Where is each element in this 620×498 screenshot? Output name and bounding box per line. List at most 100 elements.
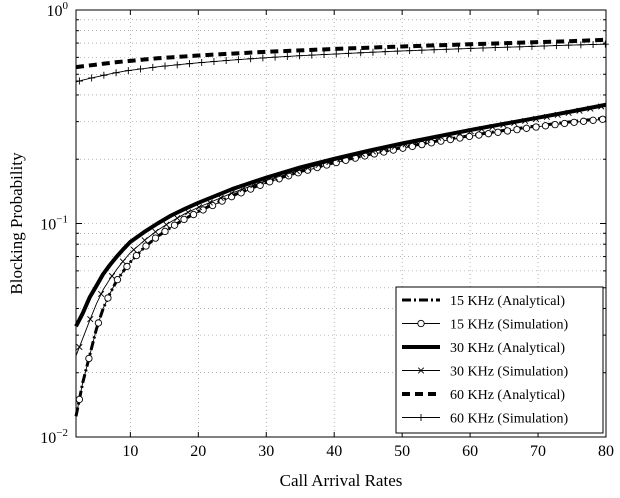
x-marker [228,190,235,197]
x-tick-label: 80 [598,443,614,460]
plus-marker [185,60,193,68]
y-axis-title: Blocking Probability [7,152,26,295]
plus-marker [271,53,279,61]
x-marker [511,119,518,127]
x-tick-label: 10 [122,443,138,460]
x-tick-label: 70 [530,443,546,460]
legend-label: 60 KHz (Analytical) [450,388,565,403]
plus-marker [442,45,450,53]
circle-marker [189,210,198,219]
circle-marker [170,221,179,229]
x-marker [467,128,474,135]
circle-marker [161,227,169,236]
x-marker [402,141,409,148]
plus-marker [234,56,242,64]
series-group [74,37,609,417]
x-marker [424,136,431,144]
circle-marker [579,117,588,125]
x-marker [500,121,507,129]
legend-label: 30 KHz (Simulation) [450,365,569,380]
plus-marker [467,44,475,52]
x-marker [76,343,83,351]
x-marker [358,150,366,158]
x-marker [282,171,290,178]
x-marker [315,161,322,169]
legend-label: 30 KHz (Analytical) [450,341,565,356]
legend-label: 15 KHz (Analytical) [450,294,565,309]
circle-marker [494,128,502,136]
plus-marker [198,58,206,66]
x-marker [250,182,257,189]
circle-marker [132,251,141,260]
x-marker [478,126,485,133]
x-marker [98,290,105,298]
circle-marker [94,319,103,327]
plus-marker [247,55,255,63]
plus-marker [357,49,365,57]
legend-label: 15 KHz (Simulation) [450,318,569,333]
circle-marker [75,395,84,404]
circle-marker [503,127,512,135]
plus-marker [161,62,169,70]
circle-marker [199,206,207,214]
legend-item: 60 KHz (Simulation) [402,412,569,427]
circle-marker [484,130,493,138]
plus-marker [455,45,463,53]
circle-marker [560,119,569,128]
x-marker [532,115,540,123]
x-marker [337,156,344,163]
axis-ticks: 10 20 30 40 50 60 70 80 10−2 10−1 100 [40,0,614,460]
plus-marker [393,47,401,55]
circle-marker [522,124,531,132]
plus-marker [283,52,291,60]
x-marker [435,134,442,141]
legend: 15 KHz (Analytical) 15 KHz (Simulation) 30… [395,286,604,434]
circle-marker [85,354,93,363]
circle-marker [513,125,521,134]
legend-item: 15 KHz (Simulation) [402,318,569,333]
x-marker [369,148,377,155]
x-marker [130,246,137,253]
x-marker [184,209,192,216]
plus-marker [540,42,548,50]
circle-marker [532,123,540,131]
plus-marker [259,54,267,62]
plus-marker [210,58,218,66]
x-marker [380,145,387,153]
x-marker [293,167,300,175]
plus-marker [589,40,597,48]
x-marker [261,178,268,185]
plus-marker [173,61,181,69]
circle-marker [113,276,122,284]
x-marker [576,107,583,114]
x-marker [445,132,453,139]
circle-marker [417,319,425,328]
plus-marker [381,48,389,56]
circle-marker [142,242,150,250]
plus-marker [137,65,145,73]
series-3 [74,102,607,328]
x-marker [489,123,496,131]
plus-marker [88,74,96,82]
x-marker [163,221,170,228]
legend-item: 60 KHz (Analytical) [402,388,565,403]
x-marker [522,117,529,125]
plus-marker [552,42,560,50]
x-marker [587,105,594,112]
circle-marker [598,115,607,123]
plus-marker [430,46,438,54]
circle-marker [475,131,483,139]
plus-marker [124,67,132,75]
plus-marker [296,52,304,60]
series-4 [75,103,607,356]
series-line [75,37,607,70]
plus-marker [565,41,573,49]
x-tick-label: 30 [258,443,274,460]
x-tick-label: 40 [326,443,342,460]
circle-marker [151,234,160,242]
x-marker [543,113,551,121]
plus-marker [479,44,487,52]
x-marker [348,153,355,160]
circle-marker [418,140,426,149]
